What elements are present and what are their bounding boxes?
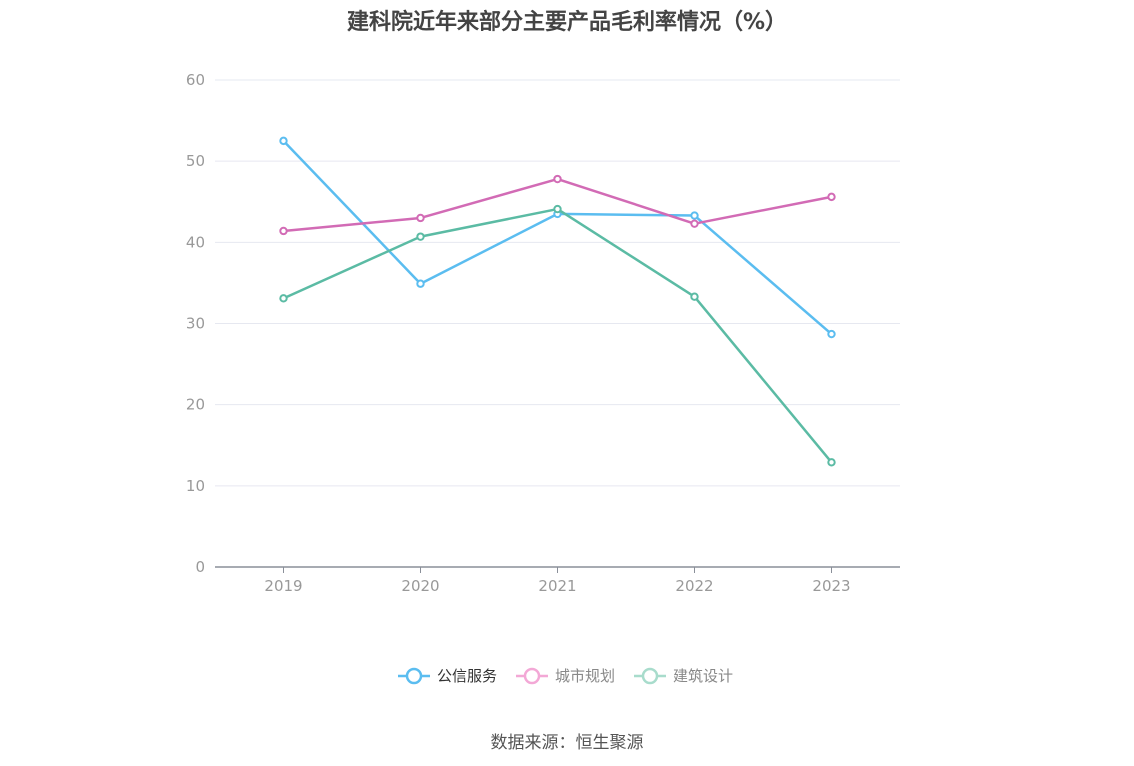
data-point[interactable] [690,211,699,220]
data-point[interactable] [827,192,836,202]
x-tick-label: 2019 [264,577,302,595]
data-point[interactable] [416,232,425,241]
y-tick-label: 50 [186,152,205,170]
grid-lines [215,79,900,487]
data-point[interactable] [690,219,699,228]
data-point[interactable] [279,226,288,236]
y-tick-label: 10 [186,477,205,495]
series-lines [279,136,836,467]
legend-label: 城市规划 [555,667,615,685]
chart-title: 建科院近年来部分主要产品毛利率情况（%） [346,10,788,35]
legend-item[interactable]: 建筑设计 [634,667,733,685]
series-line-1 [282,140,833,335]
y-tick-label: 30 [186,315,205,333]
data-point[interactable] [690,292,699,301]
x-tick-label: 2021 [538,577,576,595]
x-tick-label: 2020 [401,577,439,595]
legend-item[interactable]: 城市规划 [516,667,615,685]
series-line-3 [282,207,833,464]
y-tick-label: 40 [186,233,205,251]
data-source: 数据来源：恒生聚源 [490,733,644,753]
data-point[interactable] [416,279,425,288]
y-tick-label: 20 [186,396,205,414]
data-point[interactable] [553,174,562,184]
data-point[interactable] [279,136,288,146]
legend-label: 公信服务 [437,667,497,685]
data-point[interactable] [416,213,425,223]
x-tick-label: 2023 [812,577,850,595]
legend: 公信服务 城市规划 建筑设计 [398,667,733,685]
y-tick-label: 60 [186,71,205,89]
legend-marker [523,667,541,685]
legend-label: 建筑设计 [673,667,733,685]
legend-item[interactable]: 公信服务 [398,667,497,685]
x-tick-label: 2022 [675,577,713,595]
data-point[interactable] [553,204,562,214]
data-point[interactable] [279,294,288,303]
axes: 0 10 20 30 40 50 60 2019 2020 2021 2022 2023 [186,71,900,595]
legend-marker [405,667,423,685]
data-point[interactable] [827,458,836,467]
legend-marker [641,667,659,685]
y-tick-label: 0 [195,558,205,576]
data-point[interactable] [827,329,836,339]
